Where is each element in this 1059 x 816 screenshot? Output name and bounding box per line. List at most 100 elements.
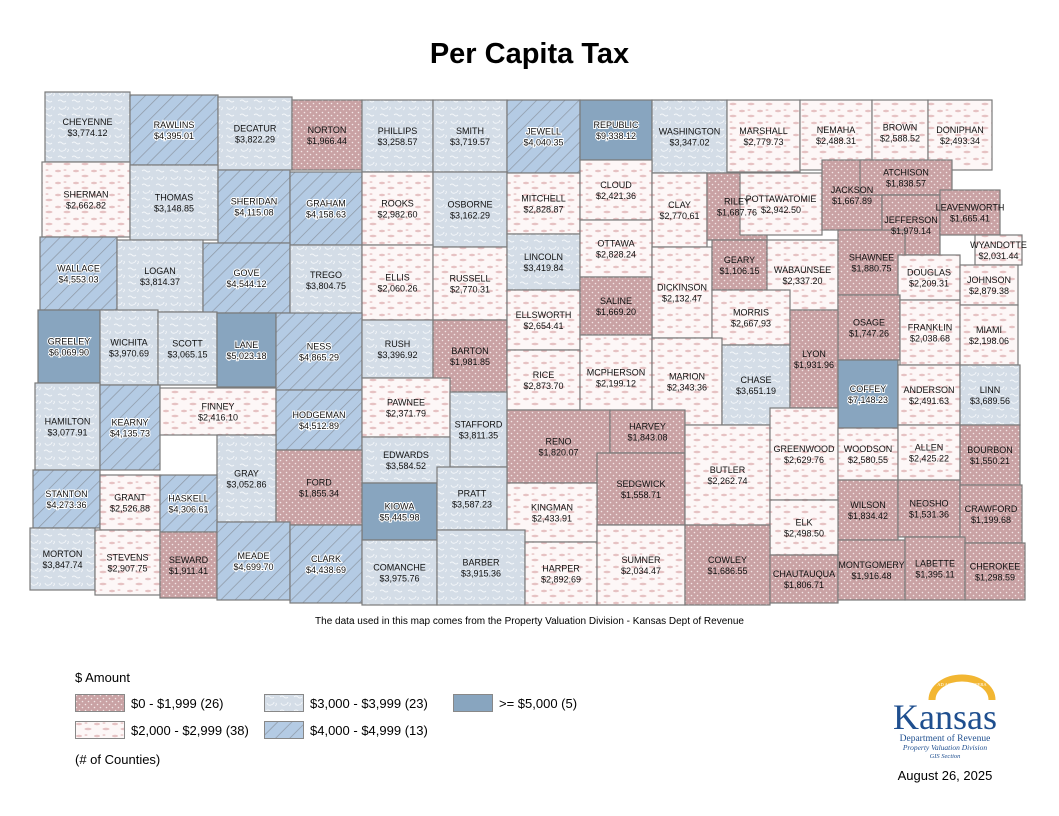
county-value-label: $4,553.03	[58, 275, 98, 285]
county-name-label: SHERMAN	[63, 190, 108, 200]
county-name-label: RUSSELL	[449, 274, 490, 284]
county-value-label: $1,855.34	[299, 489, 339, 499]
county-value-label: $2,779.73	[743, 137, 783, 147]
county-value-label: $3,347.02	[669, 138, 709, 148]
legend-item-class-1: $0 - $1,999 (26)	[75, 694, 224, 712]
county-clark	[289, 524, 363, 604]
county-shape	[39, 236, 118, 311]
logo-wordmark: Kansas	[893, 697, 997, 737]
county-shape	[579, 159, 653, 221]
county-name-label: MCPHERSON	[587, 368, 646, 378]
county-geary	[711, 239, 768, 291]
county-value-label: $4,395.01	[154, 131, 194, 141]
county-shape	[291, 99, 363, 171]
county-rawlins	[129, 94, 219, 166]
logo-line-2: Property Valuation Division	[902, 743, 988, 752]
county-name-label: WABAUNSEE	[774, 265, 831, 275]
county-shawnee	[837, 229, 906, 296]
county-shape	[897, 364, 961, 426]
county-shape	[651, 172, 708, 248]
county-value-label: $2,337.20	[782, 276, 822, 286]
county-name-label: GRANT	[114, 493, 146, 503]
legend-label: $4,000 - $4,999 (13)	[310, 722, 428, 738]
county-name-label: ELK	[795, 518, 812, 528]
county-shape	[361, 171, 434, 246]
county-ottawa	[579, 219, 653, 278]
county-shape	[837, 539, 906, 601]
county-norton	[291, 99, 363, 171]
county-mitchell	[506, 172, 581, 235]
county-name-label: CRAWFORD	[965, 504, 1018, 514]
county-value-label: $2,421.36	[596, 191, 636, 201]
county-shape	[506, 289, 581, 351]
county-name-label: DOUGLAS	[907, 268, 951, 278]
county-name-label: LABETTE	[915, 559, 955, 569]
county-shape	[94, 529, 161, 596]
legend-swatch-solid	[453, 694, 493, 712]
county-value-label: $2,343.36	[667, 383, 707, 393]
county-name-label: KEARNY	[111, 418, 148, 428]
county-value-label: $2,982.60	[377, 210, 417, 220]
county-value-label: $2,433.91	[532, 514, 572, 524]
county-value-label: $3,052.86	[226, 480, 266, 490]
county-kiowa	[361, 482, 438, 541]
county-shape	[837, 359, 899, 429]
county-value-label: $3,584.52	[386, 461, 426, 471]
county-shape	[651, 99, 728, 174]
county-name-label: OTTAWA	[597, 239, 634, 249]
county-name-label: PHILLIPS	[378, 126, 418, 136]
county-butler	[684, 424, 771, 526]
county-cloud	[579, 159, 653, 221]
county-shape	[289, 171, 363, 246]
county-name-label: PRATT	[458, 489, 487, 499]
county-name-label: SALINE	[600, 296, 632, 306]
county-name-label: BROWN	[883, 123, 918, 133]
county-scott	[157, 311, 218, 386]
county-value-label: $1,550.21	[970, 456, 1010, 466]
map-title: Per Capita Tax	[429, 38, 630, 70]
county-wilson	[837, 479, 899, 541]
legend-footer: (# of Counties)	[75, 752, 161, 767]
county-value-label: $1,834.42	[848, 511, 888, 521]
county-value-label: $3,822.29	[235, 135, 275, 145]
data-source-note: The data used in this map comes from the…	[315, 616, 744, 627]
county-value-label: $1,843.08	[627, 433, 667, 443]
county-shape	[739, 172, 823, 236]
county-value-label: $3,148.85	[154, 204, 194, 214]
legend-swatch-squiggles	[264, 694, 304, 712]
county-sumner	[596, 524, 686, 606]
county-shape	[579, 276, 653, 336]
map-date: August 26, 2025	[897, 768, 993, 783]
county-value-label: $2,892.69	[541, 575, 581, 585]
county-name-label: KINGMAN	[531, 503, 573, 513]
county-value-label: $1,686.55	[707, 566, 747, 576]
legend-item-class-2: $2,000 - $2,999 (38)	[75, 721, 249, 739]
county-value-label: $1,665.41	[950, 214, 990, 224]
county-smith	[432, 99, 508, 173]
county-stafford	[449, 391, 508, 468]
county-shape	[37, 309, 101, 384]
county-neosho	[897, 479, 961, 538]
county-value-label: $3,587.23	[452, 500, 492, 510]
county-value-label: $2,262.74	[707, 476, 747, 486]
county-value-label: $4,544.12	[226, 279, 266, 289]
county-shape	[904, 536, 966, 601]
county-value-label: $3,419.84	[523, 263, 563, 273]
county-value-label: $5,445.98	[379, 513, 419, 523]
county-value-label: $2,132.47	[662, 294, 702, 304]
county-shape	[897, 254, 961, 301]
county-name-label: JACKSON	[831, 185, 874, 195]
county-value-label: $4,512.89	[299, 421, 339, 431]
county-value-label: $2,580.55	[848, 455, 888, 465]
county-name-label: MARSHALL	[739, 126, 788, 136]
county-value-label: $2,873.70	[523, 381, 563, 391]
county-value-label: $3,162.29	[450, 211, 490, 221]
county-shape	[216, 312, 277, 388]
county-shape	[871, 99, 929, 166]
logo-motto: AD ASTRA PER ASPERA	[937, 682, 987, 687]
county-value-label: $2,667.93	[731, 319, 771, 329]
county-rice	[506, 349, 581, 411]
county-value-label: $4,865.29	[299, 353, 339, 363]
county-shape	[41, 161, 131, 238]
county-shape	[361, 319, 434, 379]
